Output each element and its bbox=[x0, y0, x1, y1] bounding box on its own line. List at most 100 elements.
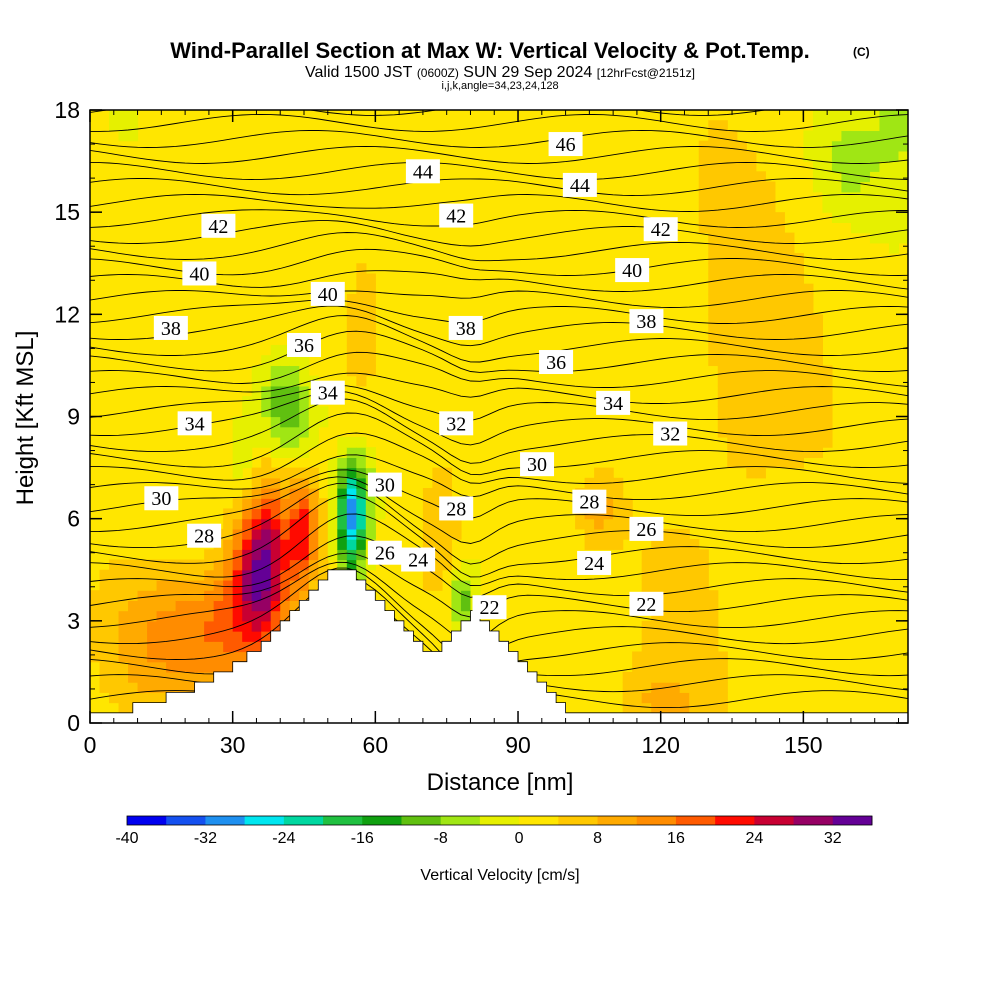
w-cell bbox=[270, 518, 281, 530]
w-cell bbox=[746, 334, 757, 346]
w-cell bbox=[356, 375, 367, 387]
w-cell bbox=[822, 150, 833, 162]
colorbar-label: Vertical Velocity [cm/s] bbox=[420, 867, 579, 884]
x-axis-ticks: 0 30 60 90 120 150 bbox=[84, 110, 899, 758]
w-cell bbox=[232, 549, 243, 561]
w-cell bbox=[261, 436, 272, 448]
w-cell bbox=[869, 120, 881, 132]
theta-contour bbox=[90, 482, 908, 565]
w-cell bbox=[736, 365, 747, 377]
w-cell bbox=[194, 671, 205, 683]
w-cell bbox=[803, 293, 814, 305]
w-cell bbox=[280, 365, 291, 377]
w-cell bbox=[109, 590, 120, 601]
w-cell bbox=[717, 375, 728, 387]
w-cell bbox=[784, 396, 795, 407]
w-cell bbox=[270, 549, 281, 561]
w-cell bbox=[613, 539, 624, 550]
w-cell bbox=[422, 508, 434, 520]
w-cell bbox=[299, 365, 310, 377]
theta-label: 44 bbox=[570, 175, 590, 197]
w-cell bbox=[603, 508, 614, 520]
w-cell bbox=[708, 120, 719, 132]
w-cell bbox=[99, 682, 110, 693]
w-cell bbox=[793, 457, 804, 469]
w-cell bbox=[223, 610, 234, 622]
w-cell bbox=[898, 222, 908, 234]
w-cell bbox=[765, 263, 776, 275]
theta-label: 42 bbox=[651, 219, 671, 241]
w-cell bbox=[765, 457, 776, 469]
w-cell bbox=[736, 293, 747, 305]
w-cell bbox=[365, 365, 376, 377]
w-cell bbox=[708, 161, 719, 172]
w-cell bbox=[746, 385, 757, 397]
w-cell bbox=[318, 559, 329, 571]
theta-label-box bbox=[643, 217, 678, 242]
w-cell bbox=[622, 671, 633, 683]
w-cell bbox=[812, 334, 823, 346]
w-cell bbox=[166, 631, 177, 642]
w-cell bbox=[736, 161, 747, 172]
theta-contour bbox=[90, 299, 908, 324]
w-cell bbox=[432, 498, 443, 510]
w-cell bbox=[869, 232, 881, 244]
w-cell bbox=[147, 559, 158, 571]
w-cell bbox=[679, 539, 690, 550]
w-cell bbox=[679, 692, 690, 704]
theta-contour bbox=[90, 398, 908, 464]
w-cell bbox=[137, 661, 148, 673]
w-cell bbox=[736, 314, 747, 326]
w-cell bbox=[670, 528, 681, 540]
theta-label-box bbox=[548, 132, 583, 157]
w-cell bbox=[356, 344, 367, 356]
w-cell bbox=[727, 447, 738, 458]
w-cell bbox=[888, 201, 900, 213]
y-tick-label: 18 bbox=[54, 97, 80, 123]
w-cell bbox=[765, 212, 776, 223]
w-cell bbox=[727, 140, 738, 152]
colorbar-tick-label: 32 bbox=[824, 830, 842, 847]
w-cell bbox=[118, 692, 129, 704]
w-cell bbox=[850, 130, 862, 142]
w-cell bbox=[90, 631, 101, 642]
w-cell bbox=[175, 641, 186, 653]
w-cell bbox=[109, 671, 120, 683]
w-cell bbox=[185, 641, 196, 653]
w-cell bbox=[812, 150, 823, 162]
w-cell bbox=[109, 559, 120, 571]
w-cell bbox=[318, 539, 329, 550]
w-cell bbox=[289, 436, 300, 448]
w-cell bbox=[727, 324, 738, 336]
w-cell bbox=[717, 671, 728, 683]
w-cell bbox=[270, 416, 281, 428]
w-cell bbox=[441, 477, 453, 489]
w-cell bbox=[708, 344, 719, 356]
w-cell bbox=[128, 682, 139, 693]
w-cell bbox=[175, 559, 186, 571]
w-cell bbox=[803, 334, 814, 346]
theta-contour bbox=[90, 469, 908, 520]
w-cell bbox=[765, 201, 776, 213]
w-cell bbox=[651, 579, 662, 591]
w-cell bbox=[869, 201, 881, 213]
w-cell bbox=[613, 508, 624, 520]
w-cell bbox=[708, 181, 719, 193]
w-cell bbox=[470, 569, 481, 581]
w-cell bbox=[346, 518, 357, 530]
subtitle-valid: Valid 1500 JST bbox=[305, 64, 413, 81]
w-cell bbox=[99, 569, 110, 581]
w-cell bbox=[261, 518, 272, 530]
w-cell bbox=[850, 120, 862, 132]
w-cell bbox=[128, 620, 139, 632]
w-cell bbox=[860, 150, 871, 162]
w-cell bbox=[308, 416, 319, 428]
w-cell bbox=[632, 651, 643, 663]
w-cell bbox=[765, 242, 776, 254]
w-cell bbox=[850, 222, 862, 234]
w-cell bbox=[365, 344, 376, 356]
w-cell bbox=[147, 610, 158, 622]
w-cell bbox=[727, 150, 738, 162]
y-axis-label: Height [Kft MSL] bbox=[12, 331, 39, 506]
w-cell bbox=[118, 671, 129, 683]
